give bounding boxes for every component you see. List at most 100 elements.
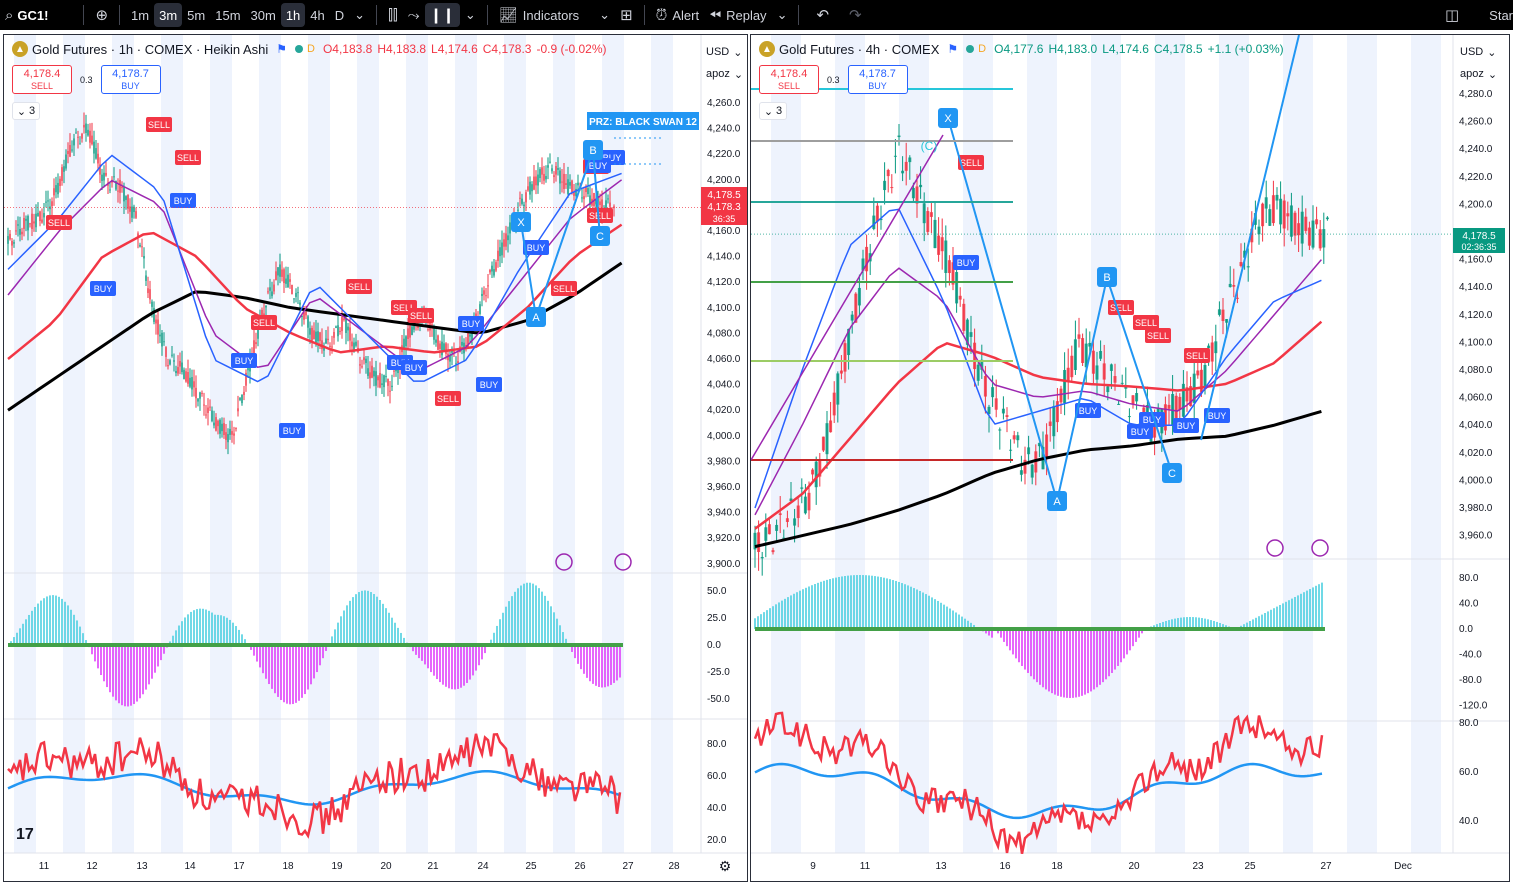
price-tick-label: 4,020.0: [1459, 448, 1493, 459]
candle-body: [1009, 449, 1013, 451]
ohlc-high: H4,183.0: [1048, 42, 1098, 56]
templates-button[interactable]: ⊞: [615, 3, 638, 27]
candle-body: [796, 505, 800, 519]
buy-button[interactable]: 4,178.7 BUY: [847, 65, 908, 94]
undo-button[interactable]: ↶: [811, 3, 834, 27]
candle-body: [13, 242, 15, 244]
buy-signal-label: BUY: [1075, 403, 1101, 418]
plus-icon: ⊕: [95, 7, 109, 24]
candle-body: [57, 182, 59, 195]
candle-body: [807, 492, 811, 511]
last-price-label: 4,178.5: [1462, 231, 1496, 242]
chart-canvas-4h[interactable]: 4,280.04,260.04,240.04,220.04,200.04,180…: [751, 35, 1510, 882]
candle-body: [1322, 229, 1326, 248]
oscillator-tick-label: -80.0: [1459, 675, 1482, 686]
flag-icon[interactable]: ⚑: [947, 42, 959, 56]
candle-body: [35, 213, 37, 228]
candle-body: [937, 235, 941, 255]
signal-box: [279, 423, 305, 438]
chart-canvas-1h[interactable]: 4,260.04,240.04,220.04,200.04,180.04,160…: [4, 35, 748, 882]
go-to-realtime-icon[interactable]: [1266, 539, 1284, 557]
alert-label: Alert: [672, 7, 700, 23]
candle-style-button[interactable]: ❙❙: [424, 3, 460, 27]
scale-selector[interactable]: apoz ⌄: [1460, 63, 1497, 85]
candle-body: [922, 203, 926, 224]
currency-selector[interactable]: USD ⌄: [1460, 41, 1497, 63]
scale-selector[interactable]: apoz ⌄: [706, 63, 743, 85]
alert-button[interactable]: ⏰︎ Alert: [651, 3, 704, 27]
candle-body: [947, 260, 951, 274]
candle-body: [177, 367, 179, 374]
chart-title[interactable]: Gold Futures · 1h · COMEX · Heikin Ashi: [32, 41, 269, 57]
candle-body: [411, 326, 413, 335]
candle-body: [865, 246, 869, 272]
chart-pane-4h[interactable]: 4,280.04,260.04,240.04,220.04,200.04,180…: [750, 34, 1510, 882]
session-band: [1219, 35, 1249, 853]
bar-style-button[interactable]: ⫿⫿: [383, 3, 403, 27]
divider: [798, 5, 800, 25]
candle-body: [555, 166, 557, 175]
candle-body: [217, 420, 219, 427]
timeframe-more-button[interactable]: ⌄: [349, 3, 370, 27]
timeframe-30m[interactable]: 30m: [250, 7, 276, 23]
candle-body: [441, 341, 443, 356]
timeframe-5m[interactable]: 5m: [187, 7, 206, 23]
candle-body: [343, 318, 345, 321]
candle-body: [595, 198, 597, 205]
oscillator-tick-label: -25.0: [707, 667, 730, 678]
signal-text: BUY: [462, 319, 481, 329]
candle-body: [215, 417, 217, 431]
price-tick-label: 4,220.0: [707, 149, 741, 160]
redo-button[interactable]: ↷: [844, 3, 867, 27]
buy-signal-label: BUY: [476, 377, 502, 392]
indicators-more-button[interactable]: ⌄: [594, 3, 615, 27]
timeframe-1m[interactable]: 1m: [131, 7, 150, 23]
replay-more-button[interactable]: ⌄: [772, 3, 793, 27]
candle-body: [1275, 194, 1279, 201]
indicator-collapse-button[interactable]: ⌄ 3: [12, 102, 40, 120]
sell-price: 4,178.4: [770, 67, 808, 80]
chart-style-more-button[interactable]: ⌄: [460, 3, 481, 27]
go-to-realtime-icon[interactable]: [555, 553, 573, 571]
chart-title[interactable]: Gold Futures · 4h · COMEX: [779, 41, 940, 57]
candle-body: [121, 186, 123, 189]
pattern-point-label: A: [532, 312, 540, 324]
session-band: [1155, 35, 1185, 853]
sell-button[interactable]: 4,178.4 SELL: [759, 65, 819, 94]
date-tick-label: 9: [810, 861, 816, 872]
toolbar-right: ◫ Star: [1440, 3, 1513, 27]
candle-body: [1120, 382, 1124, 384]
chart-pane-1h[interactable]: 4,260.04,240.04,220.04,200.04,180.04,160…: [3, 34, 748, 882]
symbol-legend: ▲ Gold Futures · 1h · COMEX · Heikin Ash…: [12, 41, 612, 57]
indicator-collapse-button[interactable]: ⌄ 3: [759, 102, 787, 120]
indicators-button[interactable]: 📈︎ Indicators: [494, 3, 584, 27]
sell-button[interactable]: 4,178.4 SELL: [12, 65, 72, 94]
timeframe-15m[interactable]: 15m: [215, 7, 241, 23]
flag-icon[interactable]: ⚑: [276, 42, 288, 56]
currency-selector[interactable]: USD ⌄: [706, 41, 743, 63]
layout-button[interactable]: ◫: [1440, 3, 1464, 27]
start-button[interactable]: Star: [1484, 3, 1513, 27]
signal-text: BUY: [480, 380, 499, 390]
timeframe-1h[interactable]: 1h: [280, 3, 306, 27]
candle-body: [569, 182, 571, 186]
timeframe-D[interactable]: D: [334, 7, 345, 23]
candle-body: [221, 423, 223, 432]
compare-button[interactable]: ⊕: [90, 3, 113, 27]
timeframe-4h[interactable]: 4h: [310, 7, 325, 23]
replay-button[interactable]: ⏪︎ Replay: [704, 3, 771, 27]
lightning-alert-icon[interactable]: [1311, 539, 1329, 557]
candle-body: [517, 209, 519, 211]
moving-average-50: [754, 320, 1323, 530]
symbol-legend: ▲ Gold Futures · 4h · COMEX ⚑ D O4,177.6…: [759, 41, 1289, 57]
line-style-button[interactable]: ⤳: [403, 3, 425, 27]
buy-signal-label: BUY: [458, 316, 484, 331]
lightning-alert-icon[interactable]: [614, 553, 632, 571]
candle-body: [545, 176, 547, 180]
divider: [83, 5, 85, 25]
candle-body: [299, 302, 301, 305]
symbol-search[interactable]: ⌕ GC1!: [0, 3, 53, 27]
timeframe-3m[interactable]: 3m: [154, 3, 183, 27]
buy-button[interactable]: 4,178.7 BUY: [100, 65, 161, 94]
session-band: [651, 35, 673, 853]
